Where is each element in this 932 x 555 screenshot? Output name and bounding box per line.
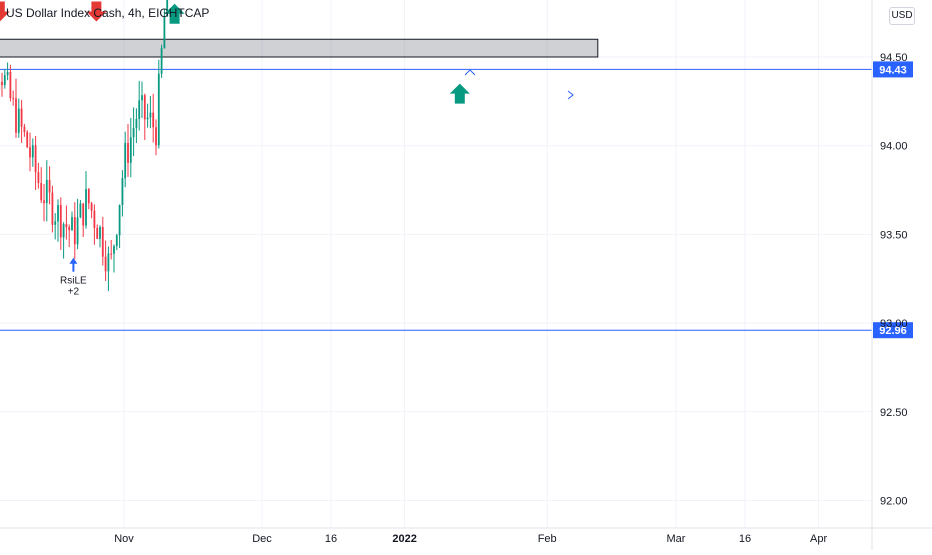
candle-body [54, 221, 56, 224]
candle-body [113, 246, 115, 254]
candle-body [46, 180, 48, 203]
candle-body [35, 145, 37, 172]
candle-body [15, 98, 17, 133]
currency-button[interactable]: USD [889, 7, 915, 25]
candle-body [32, 145, 34, 157]
candle-body [77, 217, 79, 244]
y-tick-label: 93.00 [880, 318, 908, 330]
candle-body [155, 127, 157, 145]
candle-body [102, 227, 104, 257]
x-tick-label: Mar [667, 533, 686, 545]
candle-body [161, 48, 163, 74]
candle-body [91, 203, 93, 210]
candle-body [124, 143, 126, 178]
y-tick-label: 94.00 [880, 141, 908, 153]
x-tick-label: Dec [252, 533, 272, 545]
candle-body [71, 217, 73, 230]
x-tick-label: 16 [739, 533, 751, 545]
candle-body [18, 109, 20, 133]
candle-body [82, 204, 84, 226]
x-tick-label: Apr [810, 533, 827, 545]
candle-body [136, 119, 138, 128]
candle-body [57, 205, 59, 221]
long-entry-arrowhead-icon [69, 258, 77, 264]
candle-body [52, 193, 54, 225]
candle-body [10, 72, 12, 98]
chevron-right-icon [568, 91, 573, 99]
candle-body [1, 82, 3, 85]
candle-body [80, 204, 82, 218]
buy-arrow-icon [450, 84, 470, 104]
candle-body [94, 211, 96, 228]
candle-body [7, 72, 9, 75]
price-label: 94.43 [879, 64, 907, 76]
candle-body [12, 98, 14, 99]
candle-body [99, 227, 101, 239]
candle-body [141, 95, 143, 100]
candle-body [152, 113, 154, 128]
candle-body [88, 189, 90, 203]
candle-body [60, 205, 62, 237]
candle-body [119, 205, 121, 235]
candle-body [49, 180, 51, 193]
x-tick-label: Feb [538, 533, 557, 545]
candle-body [147, 118, 149, 120]
signal-label: RsiLE [60, 276, 87, 287]
candle-body [138, 100, 140, 119]
candle-body [105, 257, 107, 272]
candle-body [144, 95, 146, 119]
candle-body [108, 254, 110, 272]
candle-body [26, 132, 28, 147]
candle-body [66, 224, 68, 227]
candle-body [29, 147, 31, 157]
y-tick-label: 92.00 [880, 496, 908, 508]
x-tick-label: 16 [325, 533, 337, 545]
candle-body [21, 109, 23, 127]
candle-body [40, 183, 42, 200]
candle-body [43, 200, 45, 203]
candle-body [63, 224, 65, 237]
chevron-up-icon [465, 70, 475, 75]
candle-body [110, 254, 112, 255]
candle-body [96, 228, 98, 239]
candle-body [158, 74, 160, 146]
candle-body [24, 127, 26, 132]
x-tick-label: Nov [114, 533, 134, 545]
candle-body [68, 227, 70, 230]
symbol-title: US Dollar Index Cash, 4h, EIGHTCAP [6, 6, 209, 20]
candle-body [150, 113, 152, 118]
candle-body [38, 172, 40, 183]
candle-body [4, 75, 6, 85]
candle-body [127, 143, 129, 163]
candle-body [122, 178, 124, 205]
candle-body [130, 137, 132, 163]
candle-body [164, 16, 166, 48]
candle-body [116, 235, 118, 246]
candle-body [85, 189, 87, 225]
x-tick-label: 2022 [392, 533, 416, 545]
y-tick-label: 92.50 [880, 407, 908, 419]
y-tick-label: 93.50 [880, 229, 908, 241]
y-tick-label: 94.50 [880, 52, 908, 64]
signal-qty: +2 [68, 287, 80, 298]
candle-body [133, 128, 135, 137]
candle-body [74, 217, 76, 244]
support-resistance-zone [0, 39, 598, 57]
